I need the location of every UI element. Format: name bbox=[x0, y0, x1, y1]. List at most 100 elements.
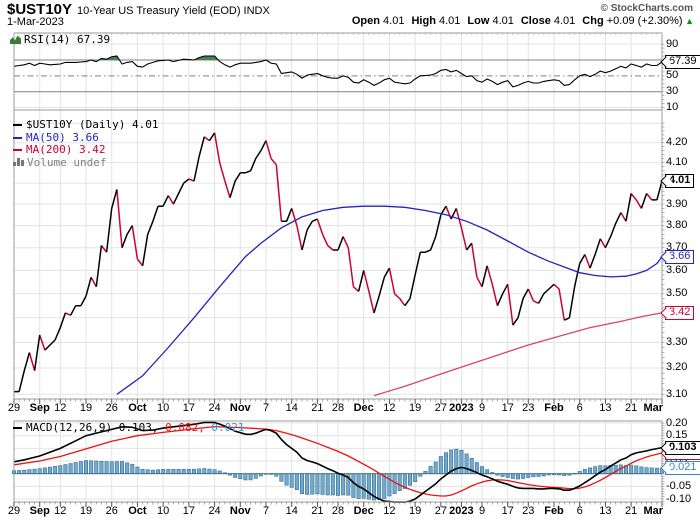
macd-histogram-bar bbox=[73, 462, 78, 475]
macd-histogram-bar bbox=[207, 468, 212, 474]
macd-histogram-bar bbox=[351, 473, 356, 498]
macd-histogram-bar bbox=[392, 473, 397, 494]
macd-signal-line bbox=[13, 425, 663, 497]
macd-histogram-bar bbox=[531, 473, 536, 478]
rsi-area-icon bbox=[10, 35, 21, 44]
macd-histogram-bar bbox=[526, 473, 531, 478]
macd-histogram-bar bbox=[171, 469, 176, 474]
macd-histogram-bar bbox=[377, 473, 382, 500]
macd-histogram-bar bbox=[181, 468, 186, 474]
macd-histogram-bar bbox=[99, 460, 104, 474]
macd-histogram-bar bbox=[505, 473, 510, 478]
macd-histogram-bar bbox=[629, 464, 634, 474]
macd-histogram-bar bbox=[248, 473, 253, 481]
legend-row: MA(50) 3.66 bbox=[13, 131, 158, 145]
macd-histogram-bar bbox=[428, 466, 433, 475]
macd-histogram-bar bbox=[279, 473, 284, 482]
macd-histogram-bar bbox=[37, 468, 42, 475]
macd-histogram-bar bbox=[289, 473, 294, 488]
quote-label: Open bbox=[351, 15, 380, 27]
quote-label: Low bbox=[467, 15, 490, 27]
legend-label: MA(200) 3.42 bbox=[26, 143, 106, 156]
macd-legend-label: MACD(12,26,9) 0.103, bbox=[26, 421, 159, 434]
macd-histogram-bar bbox=[443, 452, 448, 474]
macd-histogram-bar bbox=[253, 473, 258, 479]
macd-histogram-bar bbox=[186, 468, 191, 474]
macd-histogram-bar bbox=[361, 473, 366, 499]
macd-histogram-bar bbox=[243, 473, 248, 481]
legend-row: $UST10Y (Daily) 4.01 bbox=[13, 118, 158, 132]
macd-histogram-bar bbox=[89, 460, 94, 475]
macd-histogram-bar bbox=[654, 467, 659, 475]
macd-histogram-bar bbox=[299, 473, 304, 495]
macd-histogram-bar bbox=[161, 469, 166, 474]
macd-histogram-bar bbox=[305, 473, 310, 495]
macd-histogram-bar bbox=[22, 469, 27, 475]
legend-row: MA(200) 3.42 bbox=[13, 143, 158, 157]
change-up-arrow-icon: ▲ bbox=[682, 16, 694, 26]
macd-histogram-bar bbox=[104, 461, 109, 474]
macd-histogram-bar bbox=[212, 469, 217, 474]
macd-histogram-bar bbox=[330, 473, 335, 496]
rsi-line bbox=[13, 55, 663, 88]
macd-histogram-bar bbox=[459, 449, 464, 474]
quote-row: Open 4.01 High 4.01 Low 4.01 Close 4.01 Chg … bbox=[345, 15, 694, 27]
quote-label: High bbox=[411, 15, 436, 27]
macd-histogram-bar bbox=[500, 473, 505, 477]
chart-description: 10-Year US Treasury Yield (EOD) INDX bbox=[77, 5, 270, 17]
macd-histogram-bar bbox=[145, 469, 150, 474]
macd-histogram-bar bbox=[310, 473, 315, 495]
macd-histogram-bar bbox=[479, 466, 484, 475]
macd-histogram-bar bbox=[197, 468, 202, 474]
macd-histogram-bar bbox=[536, 473, 541, 477]
macd-histogram-bar bbox=[53, 466, 58, 475]
macd-histogram-bar bbox=[387, 473, 392, 497]
macd-histogram-bar bbox=[649, 467, 654, 475]
macd-histogram-bar bbox=[515, 473, 520, 480]
macd-histogram-bar bbox=[639, 466, 644, 475]
ma50-swatch-icon bbox=[13, 136, 22, 139]
macd-histogram-bar bbox=[109, 461, 114, 474]
quote-value: 4.01 bbox=[550, 15, 576, 27]
rsi-legend: RSI(14) 67.39 bbox=[10, 33, 111, 47]
macd-histogram-bar bbox=[325, 473, 330, 496]
macd-histogram-bar bbox=[176, 469, 181, 474]
macd-histogram-bar bbox=[17, 470, 22, 475]
macd-histogram-bar bbox=[510, 473, 515, 479]
quote-value: 4.01 bbox=[435, 15, 461, 27]
macd-histogram-bar bbox=[407, 473, 412, 486]
macd-histogram-bar bbox=[644, 467, 649, 474]
macd-histogram-bar bbox=[521, 473, 526, 479]
macd-histogram-bar bbox=[485, 469, 490, 474]
macd-line-swatch-icon bbox=[13, 427, 22, 429]
quote-value: +0.09 (+2.30%) bbox=[603, 15, 683, 27]
macd-histogram-bar bbox=[84, 460, 89, 475]
quote-value: 4.01 bbox=[380, 15, 405, 27]
macd-histogram-bar bbox=[315, 473, 320, 495]
macd-histogram-bar bbox=[166, 469, 171, 474]
macd-histogram-bar bbox=[433, 461, 438, 474]
macd-histogram-bar bbox=[294, 473, 299, 490]
price-line-down bbox=[28, 132, 653, 371]
macd-histogram-bar bbox=[587, 467, 592, 475]
macd-histogram-bar bbox=[233, 473, 238, 478]
macd-histogram-bar bbox=[341, 473, 346, 496]
quote-label: Chg bbox=[582, 15, 604, 27]
macd-histogram-bar bbox=[125, 462, 130, 475]
legend-row-volume: Volume undef bbox=[13, 155, 158, 170]
macd-histogram-bar bbox=[78, 461, 83, 474]
macd-histogram-bar bbox=[217, 470, 222, 474]
macd-histogram-bar bbox=[202, 468, 207, 475]
price-line-up bbox=[14, 132, 663, 393]
macd-histogram-bar bbox=[634, 465, 639, 474]
rsi-legend-label: RSI(14) 67.39 bbox=[24, 33, 111, 46]
macd-histogram-bar bbox=[192, 468, 197, 474]
main-legend: $UST10Y (Daily) 4.01 MA(50) 3.66 MA(200) 3… bbox=[13, 118, 158, 170]
macd-histogram-bar bbox=[120, 461, 125, 474]
macd-histogram-bar bbox=[413, 473, 418, 482]
ma200-swatch-icon bbox=[13, 149, 22, 151]
volume-label: Volume undef bbox=[27, 155, 107, 169]
ma50-line bbox=[116, 205, 663, 395]
rsi-overbought-fill bbox=[194, 56, 219, 60]
